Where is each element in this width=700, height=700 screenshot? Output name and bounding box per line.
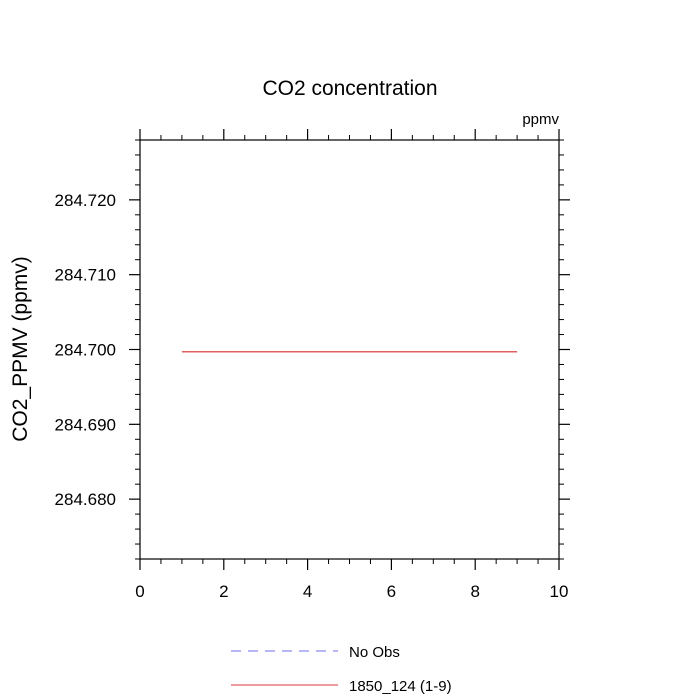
x-tick-label: 8 — [470, 582, 479, 601]
axis-tick-labels: 0 2 4 6 8 10 284.680 284.690 284.700 284.710 284.7… — [55, 191, 569, 601]
chart-title: CO2 concentration — [262, 77, 437, 100]
legend: No Obs 1850_124 (1-9) — [231, 644, 452, 695]
x-tick-label: 6 — [387, 582, 396, 601]
y-tick-label: 284.680 — [55, 490, 116, 509]
y-axis-label: CO2_PPMV (ppmv) — [9, 256, 32, 442]
y-tick-label: 284.710 — [55, 266, 116, 285]
x-tick-label: 4 — [303, 582, 312, 601]
x-tick-label: 0 — [135, 582, 144, 601]
x-tick-label: 10 — [550, 582, 569, 601]
legend-label: No Obs — [349, 644, 400, 661]
y-tick-label: 284.700 — [55, 341, 116, 360]
y-tick-label: 284.690 — [55, 415, 116, 434]
units-label: ppmv — [522, 111, 559, 128]
y-tick-label: 284.720 — [55, 191, 116, 210]
plot-frame — [139, 139, 560, 560]
axis-ticks — [129, 129, 570, 570]
legend-label: 1850_124 (1-9) — [349, 678, 452, 695]
x-tick-label: 2 — [219, 582, 228, 601]
